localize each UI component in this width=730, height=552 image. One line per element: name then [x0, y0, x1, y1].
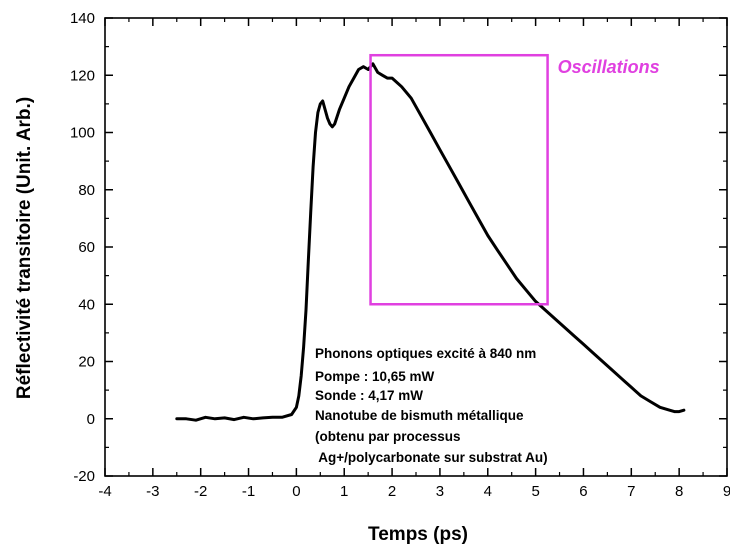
tick-labels: -4 -3 -2 -1 0 1 2 3 4 5 6 7 8 9 -20 0 20 40 60 80 100 120 140 [70, 10, 730, 500]
y-tick-label: 0 [87, 411, 95, 428]
y-tick-label: 100 [70, 125, 95, 142]
x-tick-label: 8 [675, 483, 683, 500]
y-tick-label: 20 [78, 354, 95, 371]
x-tick-label: 4 [484, 483, 492, 500]
x-axis-title: Temps (ps) [368, 524, 468, 545]
y-tick-label: 60 [78, 239, 95, 256]
y-tick-label: 140 [70, 10, 95, 27]
x-tick-label: 2 [388, 483, 396, 500]
x-tick-label: -2 [194, 483, 207, 500]
note-line: Pompe : 10,65 mW [315, 369, 435, 384]
y-tick-label: -20 [73, 468, 95, 485]
y-axis-title: Réflectivité transitoire (Unit. Arb.) [14, 97, 35, 399]
experiment-notes: Phonons optiques excité à 840 nm Pompe :… [315, 346, 548, 465]
x-tick-label: 0 [292, 483, 300, 500]
x-tick-label: -1 [242, 483, 255, 500]
x-tick-label: 1 [340, 483, 348, 500]
note-line: Ag+/polycarbonate sur substrat Au) [315, 450, 548, 465]
x-tick-label: 5 [531, 483, 539, 500]
note-line: (obtenu par processus [315, 429, 461, 444]
x-tick-label: -4 [98, 483, 111, 500]
x-tick-label: 7 [627, 483, 635, 500]
x-tick-label: 3 [436, 483, 444, 500]
x-tick-label: -3 [146, 483, 159, 500]
series-line [175, 62, 686, 422]
oscillations-box [369, 53, 549, 306]
x-tick-label: 9 [723, 483, 730, 500]
y-tick-label: 80 [78, 182, 95, 199]
note-line: Phonons optiques excité à 840 nm [315, 346, 536, 361]
y-tick-label: 120 [70, 67, 95, 84]
y-tick-label: 40 [78, 296, 95, 313]
note-line: Sonde : 4,17 mW [315, 388, 423, 403]
oscillations-label: Oscillations [558, 57, 660, 77]
note-line: Nanotube de bismuth métallique [315, 408, 524, 423]
x-tick-label: 6 [579, 483, 587, 500]
ticks [104, 17, 728, 477]
